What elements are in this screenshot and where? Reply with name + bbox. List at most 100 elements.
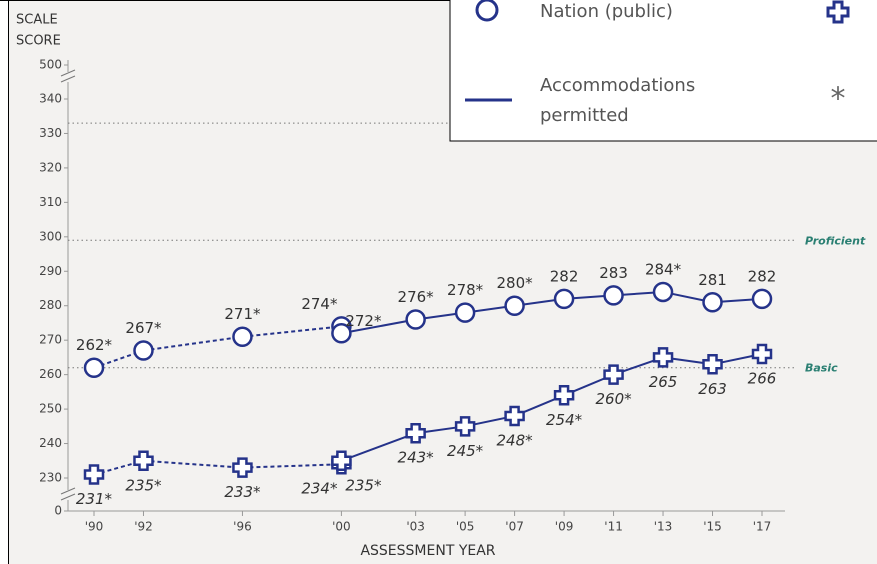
y-tick-label: 280 xyxy=(39,298,62,312)
y-tick-label: 250 xyxy=(39,402,62,416)
axis-break xyxy=(60,487,76,495)
y-label: SCALE xyxy=(16,13,58,28)
legend-label: Nation (public) xyxy=(540,1,673,22)
legend-box xyxy=(449,0,877,142)
marker xyxy=(133,450,154,472)
marker xyxy=(83,357,105,378)
marker xyxy=(405,309,426,330)
value-label: 235* xyxy=(345,476,382,494)
value-label: 266 xyxy=(748,369,777,387)
value-label: 234* xyxy=(301,480,338,498)
line-segment xyxy=(143,335,243,352)
y-tick-label: 340 xyxy=(39,92,62,106)
y-label: SCORE xyxy=(16,34,61,49)
value-label: 282 xyxy=(550,267,579,285)
reference-label: Basic xyxy=(805,362,838,375)
line-segment xyxy=(242,325,342,338)
x-tick-label: '90 xyxy=(85,520,104,534)
value-label: 243* xyxy=(398,449,435,467)
marker xyxy=(702,354,723,375)
x-tick-label: '05 xyxy=(456,520,475,534)
value-label: 260* xyxy=(595,390,632,408)
axis-break xyxy=(60,69,76,77)
marker xyxy=(83,464,105,485)
legend-cross xyxy=(826,0,850,24)
reference-label: Proficient xyxy=(805,234,866,247)
marker xyxy=(331,323,352,344)
marker xyxy=(331,450,352,472)
y-tick-label: 240 xyxy=(39,436,62,450)
marker xyxy=(405,422,426,444)
marker xyxy=(603,285,624,306)
y-tick-label: 230 xyxy=(39,471,62,485)
value-label: 267* xyxy=(125,319,162,337)
value-label: 281 xyxy=(698,271,727,289)
marker xyxy=(133,340,154,361)
value-label: 248* xyxy=(497,431,534,449)
marker xyxy=(454,416,476,437)
value-label: 284* xyxy=(645,260,682,278)
marker xyxy=(702,292,723,313)
marker xyxy=(751,288,773,310)
x-tick-label: '13 xyxy=(654,520,673,534)
axis-break xyxy=(60,490,76,500)
y-tick-label: 500 xyxy=(39,58,62,72)
value-label: 283 xyxy=(599,264,628,282)
value-label: 235* xyxy=(125,476,162,494)
marker xyxy=(553,385,575,406)
marker xyxy=(232,457,253,478)
marker xyxy=(751,343,773,365)
y-tick-label: 330 xyxy=(39,126,62,140)
marker xyxy=(603,364,624,385)
marker xyxy=(232,326,253,347)
value-label: 262* xyxy=(76,336,113,354)
x-tick-label: '92 xyxy=(134,520,153,534)
y-tick-label: 260 xyxy=(39,367,62,381)
line-segment xyxy=(143,459,243,469)
marker xyxy=(553,288,575,310)
y-tick-label: 290 xyxy=(39,264,62,278)
plot: 0 230 240 250 260 270 280 290 300 310 320 330 340 500… xyxy=(39,58,866,534)
x-tick-label: '17 xyxy=(753,520,772,534)
value-label: 271* xyxy=(224,305,261,323)
x-tick-label: '96 xyxy=(233,520,252,534)
x-tick-label: '03 xyxy=(406,520,425,534)
legend-label: Accommodations permitted xyxy=(540,75,695,126)
marker xyxy=(504,295,525,316)
marker xyxy=(652,281,674,303)
x-label: ASSESSMENT YEAR xyxy=(360,543,495,559)
x-tick-label: '09 xyxy=(555,520,574,534)
value-label: 272* xyxy=(345,312,382,330)
value-label: 265 xyxy=(649,373,678,391)
value-label: 282 xyxy=(748,267,777,285)
axis-break xyxy=(60,72,76,82)
y-tick-label: 320 xyxy=(39,160,62,174)
y-tick-label: 300 xyxy=(39,229,62,243)
y-tick-label: 310 xyxy=(39,195,62,209)
value-label: 274* xyxy=(301,295,338,313)
value-label: 233* xyxy=(224,483,261,501)
value-label: 254* xyxy=(546,411,583,429)
marker xyxy=(504,405,525,427)
axis-break xyxy=(60,493,76,501)
marker xyxy=(454,302,476,323)
y-tick-label: 0 xyxy=(54,504,62,518)
legend-circle xyxy=(475,0,499,22)
value-label: 245* xyxy=(447,442,484,460)
legend: Nation (public) Accommodations permitted … xyxy=(449,0,877,142)
marker xyxy=(652,347,674,368)
line-segment xyxy=(341,318,416,335)
x-tick-label: '07 xyxy=(505,520,524,534)
value-label: 276* xyxy=(398,288,435,306)
value-label: 280* xyxy=(497,274,534,292)
value-label: 263 xyxy=(698,380,727,398)
axis-break xyxy=(60,75,76,83)
x-tick-label: '11 xyxy=(604,520,623,534)
y-tick-label: 270 xyxy=(39,333,62,347)
value-label: 231* xyxy=(76,490,113,508)
line-segment xyxy=(341,432,416,462)
x-tick-label: '15 xyxy=(703,520,722,534)
x-tick-label: '00 xyxy=(332,520,351,534)
value-label: 278* xyxy=(447,281,484,299)
